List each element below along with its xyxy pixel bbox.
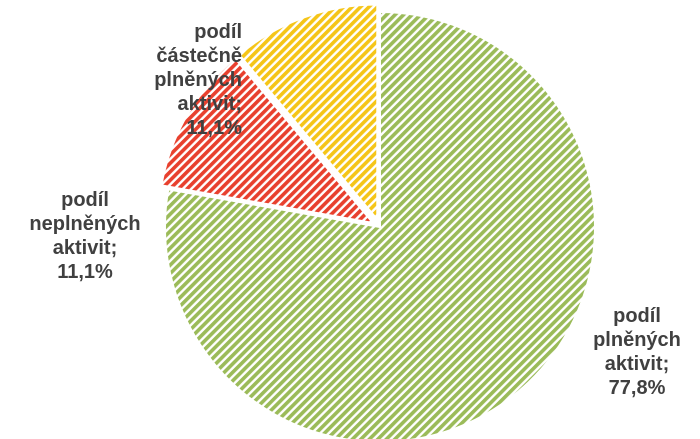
slice-label-neplnenych: podíl neplněných aktivit; 11,1% (29, 189, 141, 283)
slice-label-castecne: podíl částečně plněných aktivit; 11,1% (154, 21, 242, 139)
pie-slice-0 (164, 10, 596, 439)
slice-label-plnenych: podíl plněných aktivit; 77,8% (593, 305, 681, 399)
pie-slice-1 (160, 56, 376, 225)
pie-slice-2 (237, 3, 379, 223)
